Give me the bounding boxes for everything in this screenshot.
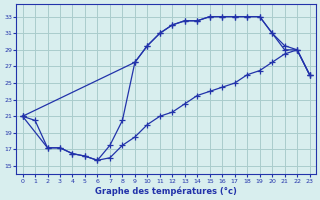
X-axis label: Graphe des températures (°c): Graphe des températures (°c) (95, 186, 237, 196)
